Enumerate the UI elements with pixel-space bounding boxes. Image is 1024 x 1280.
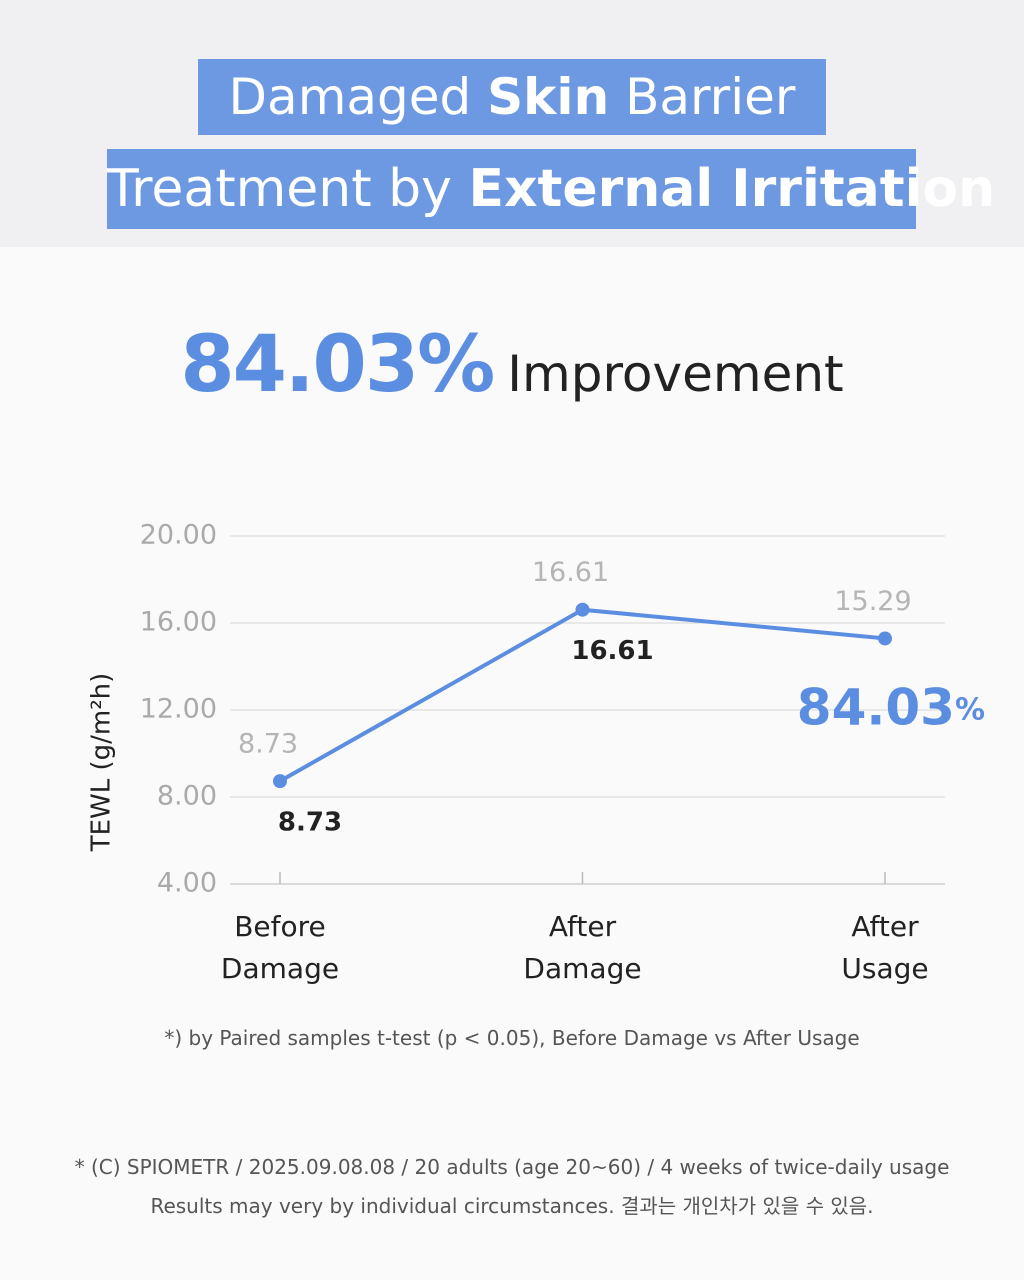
value-label: 16.61	[571, 636, 653, 666]
point	[273, 774, 287, 789]
point	[878, 631, 892, 646]
title-text: Damaged	[228, 68, 488, 126]
title-text: Treatment by	[107, 159, 469, 219]
headline-text: Improvement	[507, 345, 844, 403]
value-label-light: 8.73	[238, 729, 298, 760]
y-tick-label: 12.00	[140, 694, 217, 725]
value-label-light: 15.29	[834, 586, 911, 617]
title-text: Barrier	[609, 68, 796, 126]
value-label: 8.73	[278, 808, 342, 838]
headline-value: 84.03%	[180, 320, 495, 410]
test-note: *) by Paired samples t-test (p < 0.05), …	[164, 1026, 860, 1050]
improvement-value: 84.03	[797, 678, 955, 736]
value-label-light: 16.61	[532, 557, 609, 588]
headline-number: 84.03	[180, 320, 419, 410]
headline: 84.03% Improvement	[0, 320, 1024, 410]
y-tick-label: 8.00	[157, 781, 217, 812]
source-note: * (C) SPIOMETR / 2025.09.08.08 / 20 adul…	[74, 1155, 950, 1179]
point	[575, 602, 590, 617]
y-tick-label: 16.00	[140, 607, 217, 638]
improvement-annotation: 84.03%	[797, 678, 985, 736]
improvement-unit: %	[955, 692, 985, 727]
x-tick-label: After Usage	[841, 910, 929, 985]
x-tick-label: Before Damage	[220, 910, 340, 985]
y-tick-label: 4.00	[157, 868, 217, 899]
title-line-1: Damaged Skin Barrier	[198, 59, 826, 135]
title-line-2: Treatment by External Irritation	[107, 149, 995, 229]
title-bold: External Irritation	[468, 159, 996, 219]
y-axis-label: TEWL (g/m²h)	[87, 673, 117, 853]
headline-unit: %	[417, 320, 495, 410]
disclaimer-note: Results may very by individual circumsta…	[150, 1194, 874, 1218]
title-bold: Skin	[487, 68, 610, 126]
x-tick-label: After Damage	[523, 910, 642, 985]
y-tick-label: 20.00	[140, 520, 217, 551]
